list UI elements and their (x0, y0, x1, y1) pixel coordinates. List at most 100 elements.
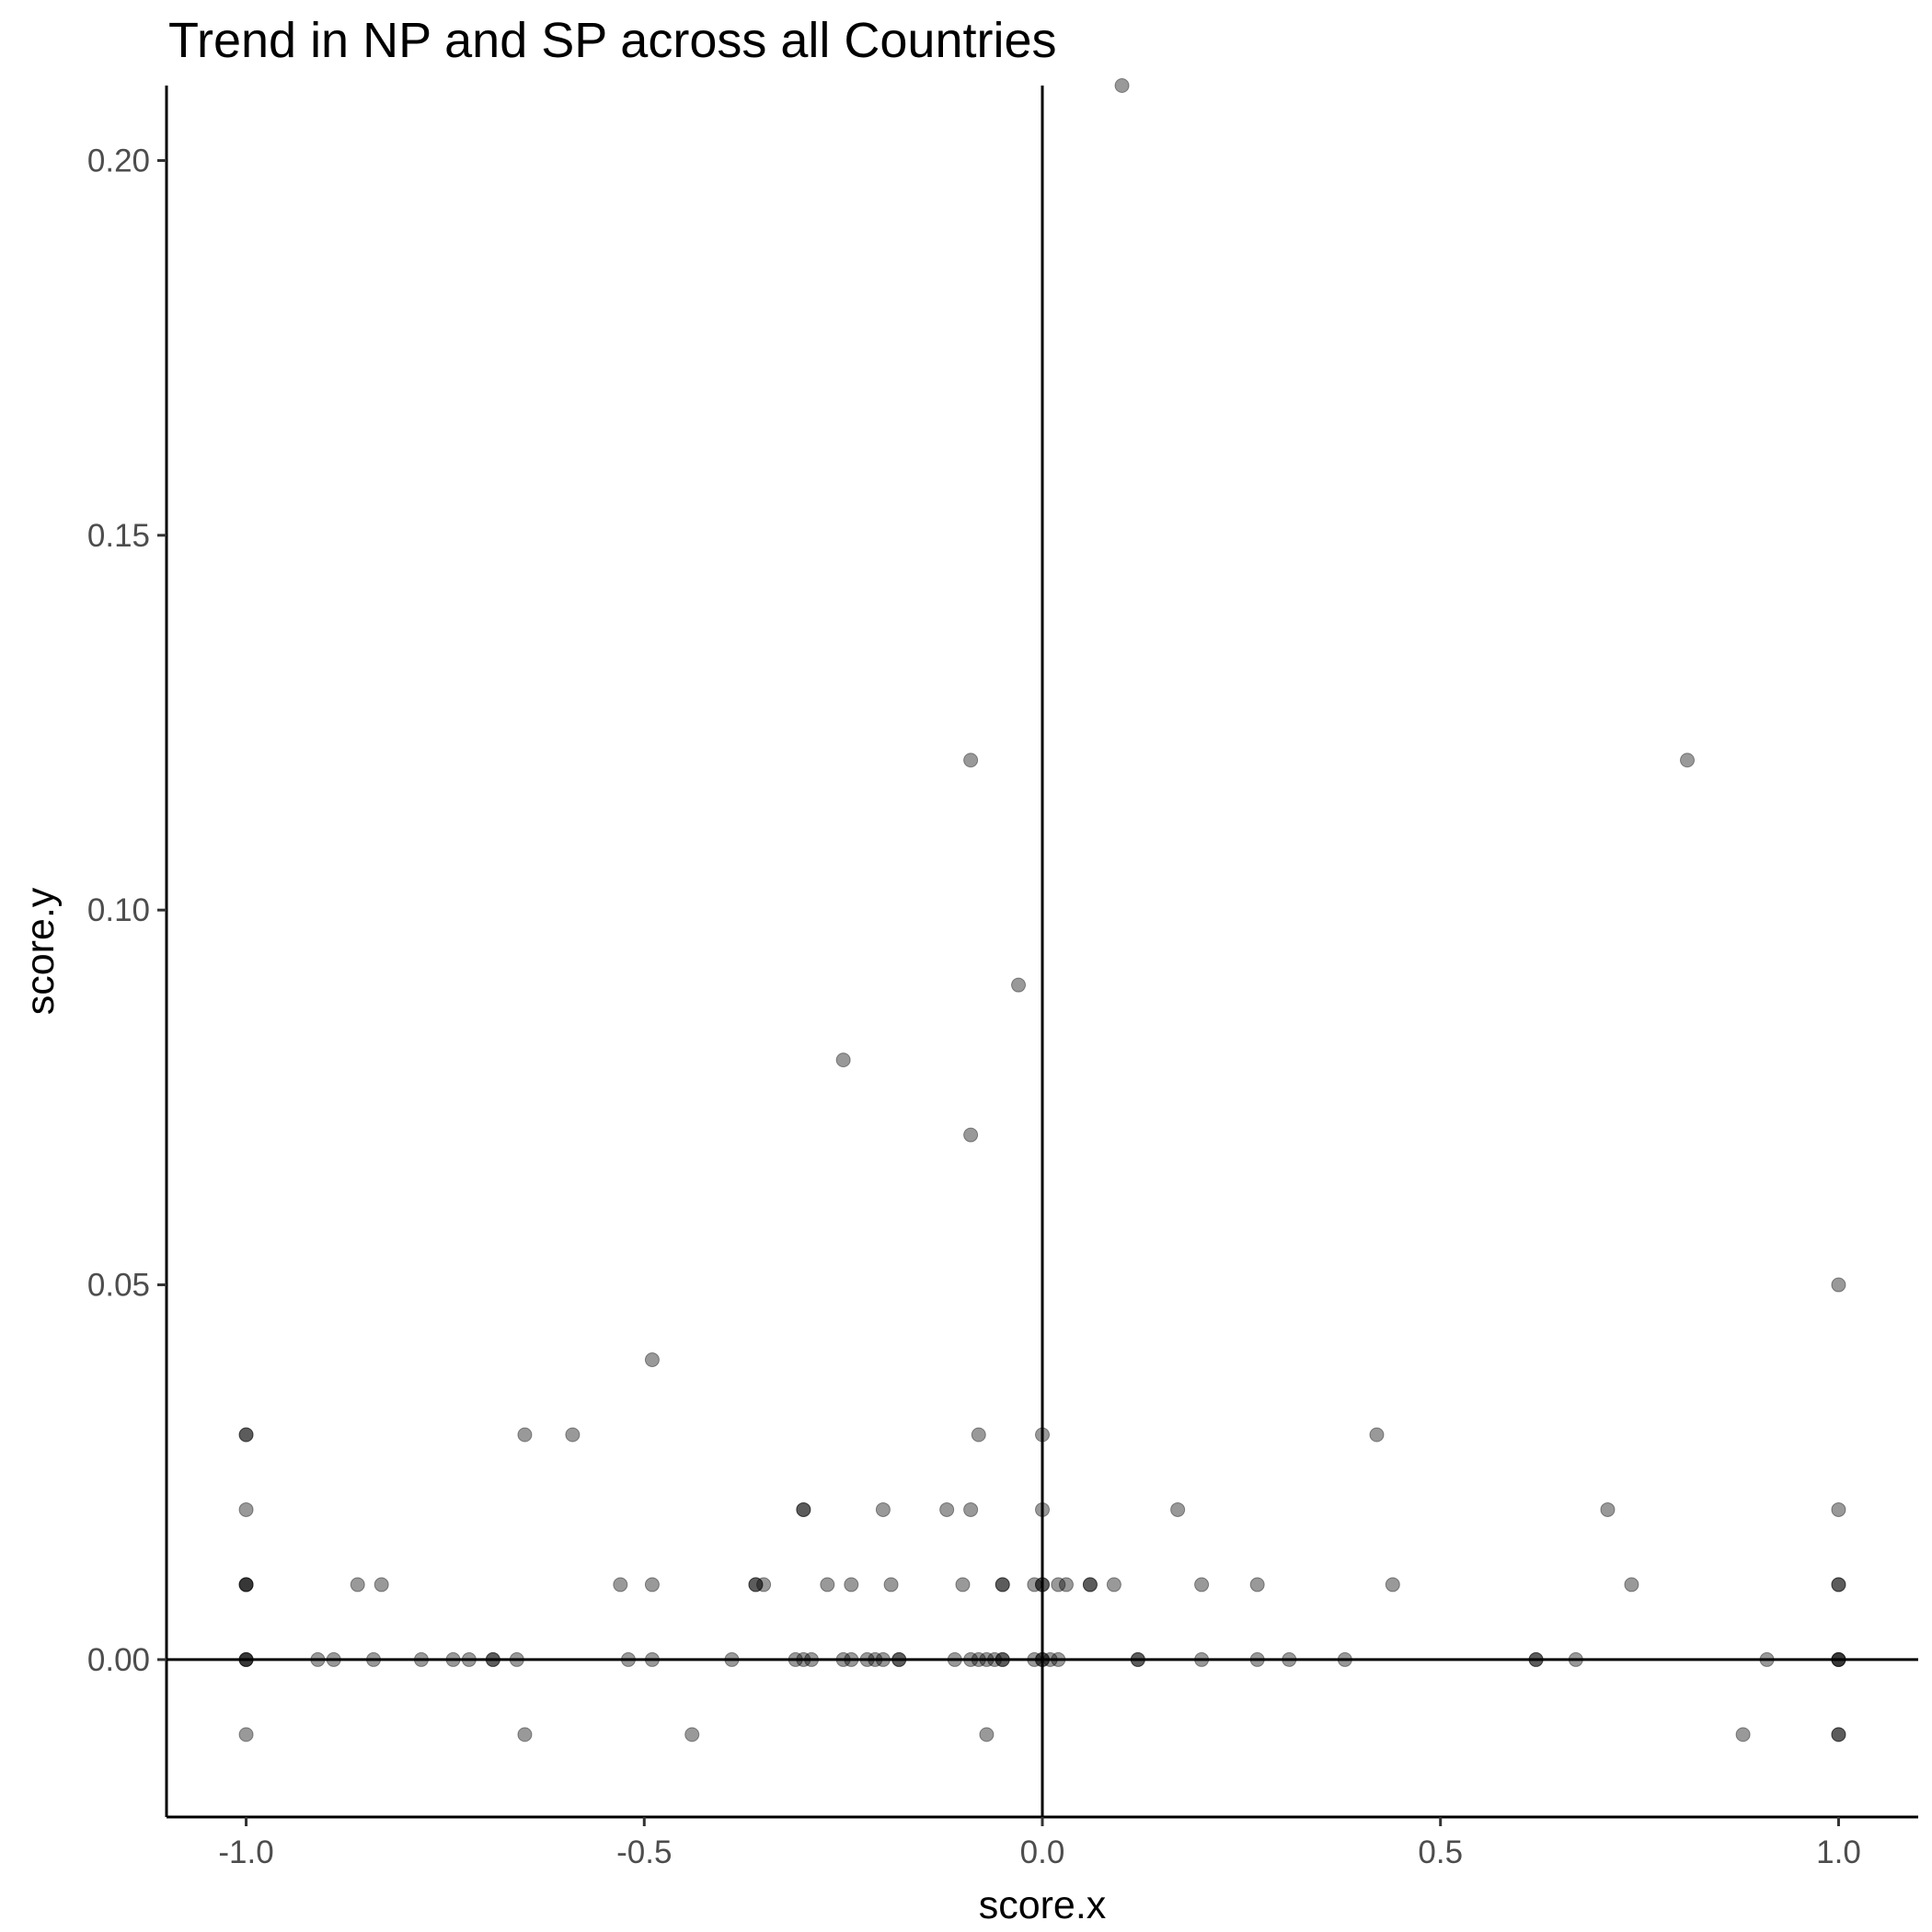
x-axis-title: score.x (979, 1883, 1107, 1927)
data-point (1170, 1501, 1186, 1517)
data-point (1058, 1577, 1074, 1593)
data-point (238, 1501, 254, 1517)
data-point (1130, 1651, 1145, 1667)
data-point (979, 1727, 995, 1742)
x-tick-label: -1.0 (218, 1834, 273, 1870)
data-point (644, 1577, 660, 1593)
data-point (804, 1651, 820, 1667)
data-point (1114, 78, 1130, 93)
data-point (883, 1577, 899, 1593)
data-point (613, 1577, 628, 1593)
data-point (1035, 1651, 1050, 1667)
data-point (939, 1501, 955, 1517)
data-point (1831, 1727, 1846, 1742)
y-tick-label: 0.15 (87, 518, 150, 554)
data-point (1051, 1577, 1066, 1593)
data-point (1337, 1651, 1352, 1667)
x-tick-label: 1.0 (1816, 1834, 1861, 1870)
data-point (1194, 1577, 1210, 1593)
data-point (485, 1651, 500, 1667)
data-point (748, 1577, 764, 1593)
data-point (859, 1651, 875, 1667)
data-point (1035, 1577, 1050, 1593)
data-point (509, 1651, 524, 1667)
x-tick-label: 0.0 (1020, 1834, 1065, 1870)
data-point (1194, 1651, 1210, 1667)
data-point (1831, 1651, 1846, 1667)
data-point (326, 1651, 341, 1667)
data-point (1035, 1501, 1050, 1517)
data-point (238, 1651, 254, 1667)
data-point (565, 1427, 581, 1443)
reference-lines (167, 86, 1918, 1817)
data-point (366, 1651, 382, 1667)
data-point (868, 1651, 883, 1667)
data-point (238, 1577, 254, 1593)
data-points (238, 78, 1846, 1742)
data-point (350, 1577, 365, 1593)
data-point (1831, 1577, 1846, 1593)
data-point (1385, 1577, 1400, 1593)
data-point (1249, 1577, 1265, 1593)
data-point (955, 1577, 971, 1593)
data-point (995, 1651, 1010, 1667)
data-point (796, 1501, 811, 1517)
data-point (835, 1651, 851, 1667)
data-point (995, 1577, 1010, 1593)
data-point (238, 1577, 254, 1593)
data-point (820, 1577, 835, 1593)
data-point (963, 1651, 979, 1667)
data-point (1035, 1577, 1050, 1593)
data-point (413, 1651, 429, 1667)
data-point (963, 753, 979, 768)
data-point (963, 1127, 979, 1143)
data-point (374, 1577, 389, 1593)
data-point (844, 1651, 859, 1667)
data-point (517, 1427, 533, 1443)
data-point (1831, 1727, 1846, 1742)
data-point (971, 1651, 986, 1667)
data-point (1680, 753, 1696, 768)
data-point (620, 1651, 636, 1667)
data-point (517, 1727, 533, 1742)
data-point (1735, 1727, 1751, 1742)
data-point (1027, 1651, 1042, 1667)
data-point (756, 1577, 772, 1593)
y-tick-label: 0.00 (87, 1642, 150, 1678)
data-point (995, 1651, 1010, 1667)
data-point (1011, 977, 1027, 993)
data-point (875, 1501, 891, 1517)
data-point (1035, 1651, 1050, 1667)
data-point (238, 1577, 254, 1593)
y-axis-title: score.y (18, 887, 63, 1015)
data-point (987, 1651, 1003, 1667)
data-point (1759, 1651, 1775, 1667)
data-point (644, 1651, 660, 1667)
x-tick-label: -0.5 (616, 1834, 672, 1870)
data-point (238, 1651, 254, 1667)
data-point (1831, 1651, 1846, 1667)
data-point (1568, 1651, 1583, 1667)
data-point (724, 1651, 740, 1667)
data-point (979, 1651, 995, 1667)
x-axis-ticks: -1.0 -0.5 0.0 0.5 1.0 (218, 1817, 1861, 1870)
y-tick-label: 0.05 (87, 1268, 150, 1304)
x-tick-label: 0.5 (1418, 1834, 1463, 1870)
data-point (995, 1577, 1010, 1593)
data-point (1130, 1651, 1145, 1667)
data-point (891, 1651, 907, 1667)
data-point (1249, 1651, 1265, 1667)
data-point (1528, 1651, 1544, 1667)
data-point (1027, 1577, 1042, 1593)
data-point (1831, 1577, 1846, 1593)
data-point (238, 1427, 254, 1443)
data-point (1042, 1651, 1058, 1667)
data-point (963, 1501, 979, 1517)
chart-title: Trend in NP and SP across all Countries (168, 13, 1057, 68)
data-point (1624, 1577, 1639, 1593)
data-point (1831, 1651, 1846, 1667)
data-point (238, 1651, 254, 1667)
data-point (238, 1427, 254, 1443)
y-axis-ticks: 0.00 0.05 0.10 0.15 0.20 (87, 143, 167, 1678)
